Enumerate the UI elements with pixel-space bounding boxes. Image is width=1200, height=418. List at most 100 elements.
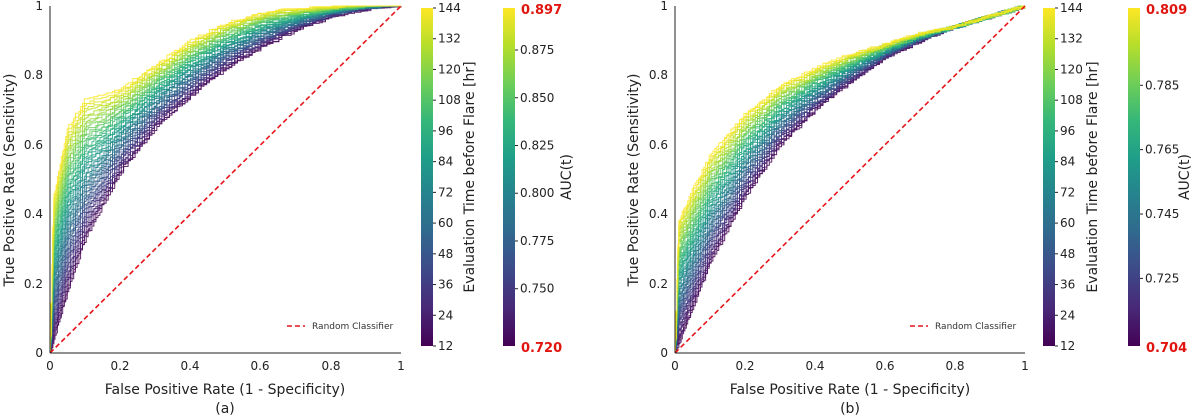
auc-colorbar-label-b: AUC(t): [1177, 154, 1193, 200]
time-colorbar-tick-label: 48: [1060, 247, 1075, 261]
panel-caption-a: (a): [215, 401, 235, 417]
panel-a: 0 0.2 0.4 0.6 0.8 1 0 0.2 0.4 0.6 0.8 1 …: [2, 0, 575, 417]
roc-curve: [49, 5, 401, 354]
time-colorbar-tick-label: 96: [438, 124, 453, 138]
time-colorbar-tick-label: 48: [438, 247, 453, 261]
roc-curve: [49, 5, 401, 354]
x-tick-a: 0.2: [110, 359, 129, 373]
x-tick-a: 1: [397, 359, 405, 373]
auc-colorbar-tick-label: 0.750: [520, 282, 554, 296]
time-colorbar-tick-label: 12: [438, 339, 453, 353]
time-colorbar-gradient-a: [421, 8, 433, 346]
roc-curve: [674, 6, 1026, 354]
roc-curve: [49, 5, 401, 354]
time-colorbar-tick-label: 132: [1060, 32, 1083, 46]
auc-colorbar-tick-label: 0.725: [1145, 271, 1179, 285]
legend-b: Random Classifier: [910, 322, 1017, 332]
time-colorbar-tick-label: 72: [1060, 185, 1075, 199]
time-colorbar-label-a: Evaluation Time before Flare [hr]: [462, 61, 478, 292]
auc-colorbar-tick-label: 0.800: [520, 186, 554, 200]
auc-colorbar-max-label-a: 0.897: [521, 3, 562, 18]
y-tick-b: 0.4: [649, 207, 668, 221]
auc-colorbar-ticks-a: 0.750 0.775 0.800 0.825 0.850 0.875: [515, 43, 554, 296]
auc-colorbar-tick-label: 0.775: [520, 234, 554, 248]
y-tick-a: 0: [35, 346, 43, 360]
time-colorbar-gradient-b: [1043, 8, 1055, 346]
x-tick-b: 0: [671, 359, 679, 373]
time-colorbar-tick-label: 36: [438, 278, 453, 292]
x-tick-b: 1: [1021, 359, 1029, 373]
time-colorbar-tick-label: 24: [438, 308, 453, 322]
time-colorbar-tick-label: 84: [1060, 155, 1075, 169]
time-colorbar-tick-label: 60: [1060, 216, 1075, 230]
x-tick-b: 0.6: [875, 359, 894, 373]
roc-curve: [674, 6, 1026, 354]
y-axis-label-a: True Positive Rate (Sensitivity): [2, 74, 18, 288]
time-colorbar-tick-label: 120: [1060, 62, 1083, 76]
time-colorbar-tick-label: 72: [438, 185, 453, 199]
y-tick-b: 0.8: [649, 68, 668, 82]
time-colorbar-b: 12 24 36 48 60 72 84 96 108 120 132 144 Evaluation …: [1043, 1, 1101, 353]
y-tick-b: 0.2: [649, 277, 668, 291]
roc-plot-b: 0 0.2 0.4 0.6 0.8 1 0 0.2 0.4 0.6 0.8 1 …: [626, 0, 1029, 417]
x-tick-b: 0.4: [805, 359, 824, 373]
legend-label-b: Random Classifier: [935, 322, 1017, 332]
time-colorbar-tick-label: 12: [1060, 339, 1075, 353]
time-colorbar-label-b: Evaluation Time before Flare [hr]: [1085, 61, 1101, 292]
y-tick-a: 0.2: [24, 277, 43, 291]
panel-b: 0 0.2 0.4 0.6 0.8 1 0 0.2 0.4 0.6 0.8 1 …: [626, 0, 1193, 417]
y-tick-b: 0.6: [649, 138, 668, 152]
y-axis-label-b: True Positive Rate (Sensitivity): [626, 74, 642, 288]
x-axis-label-b: False Positive Rate (1 - Specificity): [730, 382, 971, 398]
time-colorbar-tick-label: 144: [1060, 1, 1083, 15]
auc-colorbar-ticks-b: 0.725 0.745 0.765 0.785: [1140, 78, 1179, 285]
auc-colorbar-tick-label: 0.745: [1145, 207, 1179, 221]
time-colorbar-tick-label: 144: [438, 1, 461, 15]
x-tick-b: 0.2: [735, 359, 754, 373]
roc-curves-a: [49, 5, 402, 354]
auc-colorbar-max-label-b: 0.809: [1146, 3, 1187, 18]
x-tick-a: 0: [46, 359, 54, 373]
random-classifier-line-b: [674, 5, 1026, 354]
time-colorbar-tick-label: 84: [438, 155, 453, 169]
auc-colorbar-min-label-a: 0.720: [521, 341, 562, 356]
auc-colorbar-label-a: AUC(t): [559, 154, 575, 200]
roc-curves-b: [674, 5, 1026, 354]
time-colorbar-tick-label: 36: [1060, 278, 1075, 292]
y-tick-b: 0: [660, 346, 668, 360]
time-colorbar-tick-label: 120: [438, 62, 461, 76]
auc-colorbar-min-label-b: 0.704: [1146, 341, 1187, 356]
x-axis-label-a: False Positive Rate (1 - Specificity): [105, 382, 346, 398]
x-tick-a: 0.4: [180, 359, 199, 373]
time-colorbar-tick-label: 132: [438, 32, 461, 46]
auc-colorbar-tick-label: 0.785: [1145, 78, 1179, 92]
roc-curve: [49, 5, 401, 354]
time-colorbar-a: 12 24 36 48 60 72 84 96 108 120 132 144 Evaluation …: [421, 1, 478, 353]
x-tick-a: 0.8: [321, 359, 340, 373]
time-colorbar-tick-label: 108: [438, 93, 461, 107]
x-tick-a: 0.6: [250, 359, 269, 373]
roc-plot-a: 0 0.2 0.4 0.6 0.8 1 0 0.2 0.4 0.6 0.8 1 …: [2, 0, 405, 417]
auc-colorbar-a: 0.750 0.775 0.800 0.825 0.850 0.875 0.897 0.7…: [503, 3, 575, 356]
roc-curve: [49, 5, 401, 354]
roc-curve: [49, 5, 401, 354]
auc-colorbar-tick-label: 0.765: [1145, 143, 1179, 157]
y-tick-b: 1: [660, 0, 668, 13]
y-tick-a: 0.6: [24, 138, 43, 152]
panel-caption-b: (b): [840, 401, 860, 417]
auc-colorbar-gradient-b: [1128, 8, 1140, 346]
time-colorbar-tick-label: 60: [438, 216, 453, 230]
time-colorbar-ticks-b: 12 24 36 48 60 72 84 96 108 120 132 144: [1055, 1, 1083, 353]
x-tick-b: 0.8: [945, 359, 964, 373]
auc-colorbar-gradient-a: [503, 8, 515, 346]
time-colorbar-tick-label: 96: [1060, 124, 1075, 138]
roc-curve: [674, 5, 1026, 354]
y-tick-a: 0.8: [24, 68, 43, 82]
time-colorbar-ticks-a: 12 24 36 48 60 72 84 96 108 120 132 144: [433, 1, 461, 353]
time-colorbar-tick-label: 108: [1060, 93, 1083, 107]
time-colorbar-tick-label: 24: [1060, 308, 1075, 322]
legend-a: Random Classifier: [287, 322, 394, 332]
auc-colorbar-tick-label: 0.825: [520, 138, 554, 152]
auc-colorbar-tick-label: 0.850: [520, 91, 554, 105]
